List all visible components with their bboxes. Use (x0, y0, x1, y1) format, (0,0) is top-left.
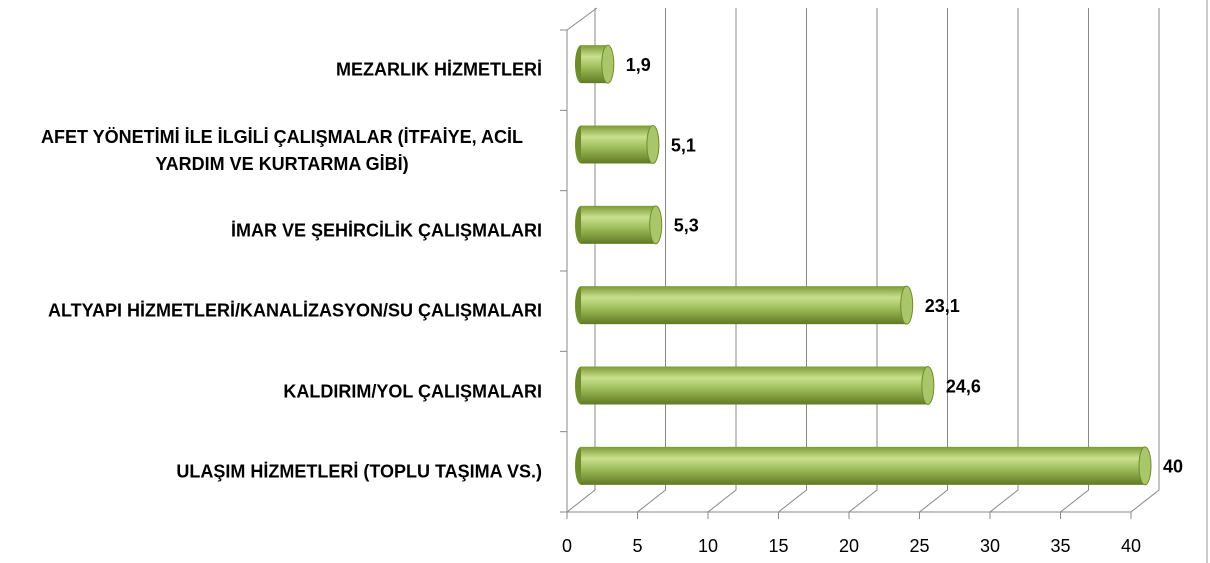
bar (575, 446, 1152, 486)
grid-line (637, 8, 666, 513)
grid-line (919, 8, 948, 513)
value-label: 24,6 (946, 376, 981, 396)
side-wall (566, 7, 598, 31)
x-tick-label: 25 (909, 536, 929, 556)
x-tick-label: 10 (698, 536, 718, 556)
value-label: 1,9 (626, 55, 651, 75)
grid-line (1060, 8, 1089, 513)
y-tick-label: KALDIRIM/YOL ÇALIŞMALARI (283, 381, 542, 401)
x-tick-label: 30 (980, 536, 1000, 556)
grid-line (848, 8, 878, 513)
x-tick-label: 20 (839, 536, 859, 556)
value-label: 40 (1163, 457, 1183, 477)
grid-line (566, 8, 596, 513)
y-tick-label: İMAR VE ŞEHİRCİLİK ÇALIŞMALARI (230, 220, 542, 241)
x-tick-label: 0 (562, 536, 572, 556)
bar (575, 366, 935, 405)
bar (575, 285, 914, 325)
x-tick-label: 5 (632, 536, 642, 556)
x-tick-label: 15 (768, 536, 788, 556)
grid-line (707, 8, 737, 513)
grid-line (778, 8, 807, 513)
x-tick-label: 40 (1121, 536, 1141, 556)
bar (575, 205, 663, 245)
y-tick-label: MEZARLIK HİZMETLERİ (336, 59, 542, 80)
bar (575, 125, 660, 164)
value-label: 23,1 (925, 296, 960, 316)
y-tick-label: ALTYAPI HİZMETLERİ/KANALİZASYON/SU ÇALIŞ… (48, 300, 542, 321)
value-label: 5,3 (674, 216, 699, 236)
x-tick-label: 35 (1050, 536, 1070, 556)
value-label: 5,1 (671, 135, 696, 155)
y-tick-label: ULAŞIM HİZMETLERİ (TOPLU TAŞIMA VS.) (176, 461, 542, 482)
bar (575, 44, 615, 84)
y-tick-label: AFET YÖNETİMİ İLE İLGİLİ ÇALIŞMALAR (İTF… (41, 126, 523, 174)
grid-line (1130, 8, 1160, 513)
grid-line (989, 8, 1019, 513)
